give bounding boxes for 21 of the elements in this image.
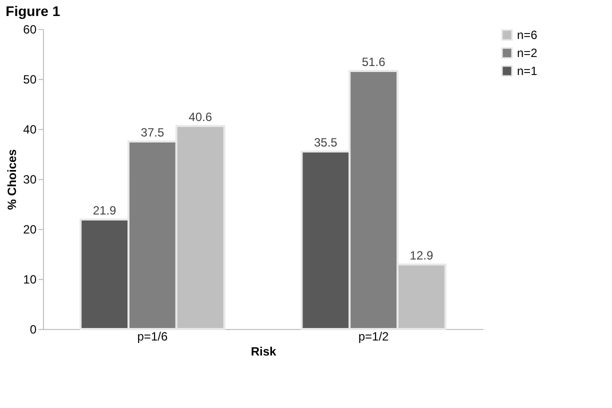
x-tick-label: p=1/2	[358, 330, 390, 344]
y-tick-label: 50	[23, 72, 37, 86]
x-axis-title: Risk	[250, 344, 276, 358]
legend-label: n=2	[517, 46, 538, 60]
x-tick-label: p=1/6	[137, 330, 168, 344]
y-tick-label: 20	[23, 222, 37, 236]
legend-label: n=1	[517, 64, 538, 78]
data-label: 35.5	[314, 136, 338, 150]
data-label: 21.9	[92, 204, 117, 218]
y-axis-title: % Choices	[5, 148, 20, 210]
legend-label: n=6	[517, 28, 538, 42]
data-label: 12.9	[410, 248, 434, 262]
data-label: 37.5	[140, 126, 164, 140]
data-label: 51.6	[362, 55, 386, 69]
chart-title: Figure 1	[6, 3, 60, 19]
y-tick-label: 60	[23, 22, 37, 36]
data-label: 40.6	[188, 110, 212, 124]
y-tick-label: 0	[30, 322, 37, 336]
y-tick-label: 30	[23, 172, 37, 186]
y-tick-label: 40	[23, 122, 37, 136]
y-tick-label: 10	[23, 272, 37, 286]
